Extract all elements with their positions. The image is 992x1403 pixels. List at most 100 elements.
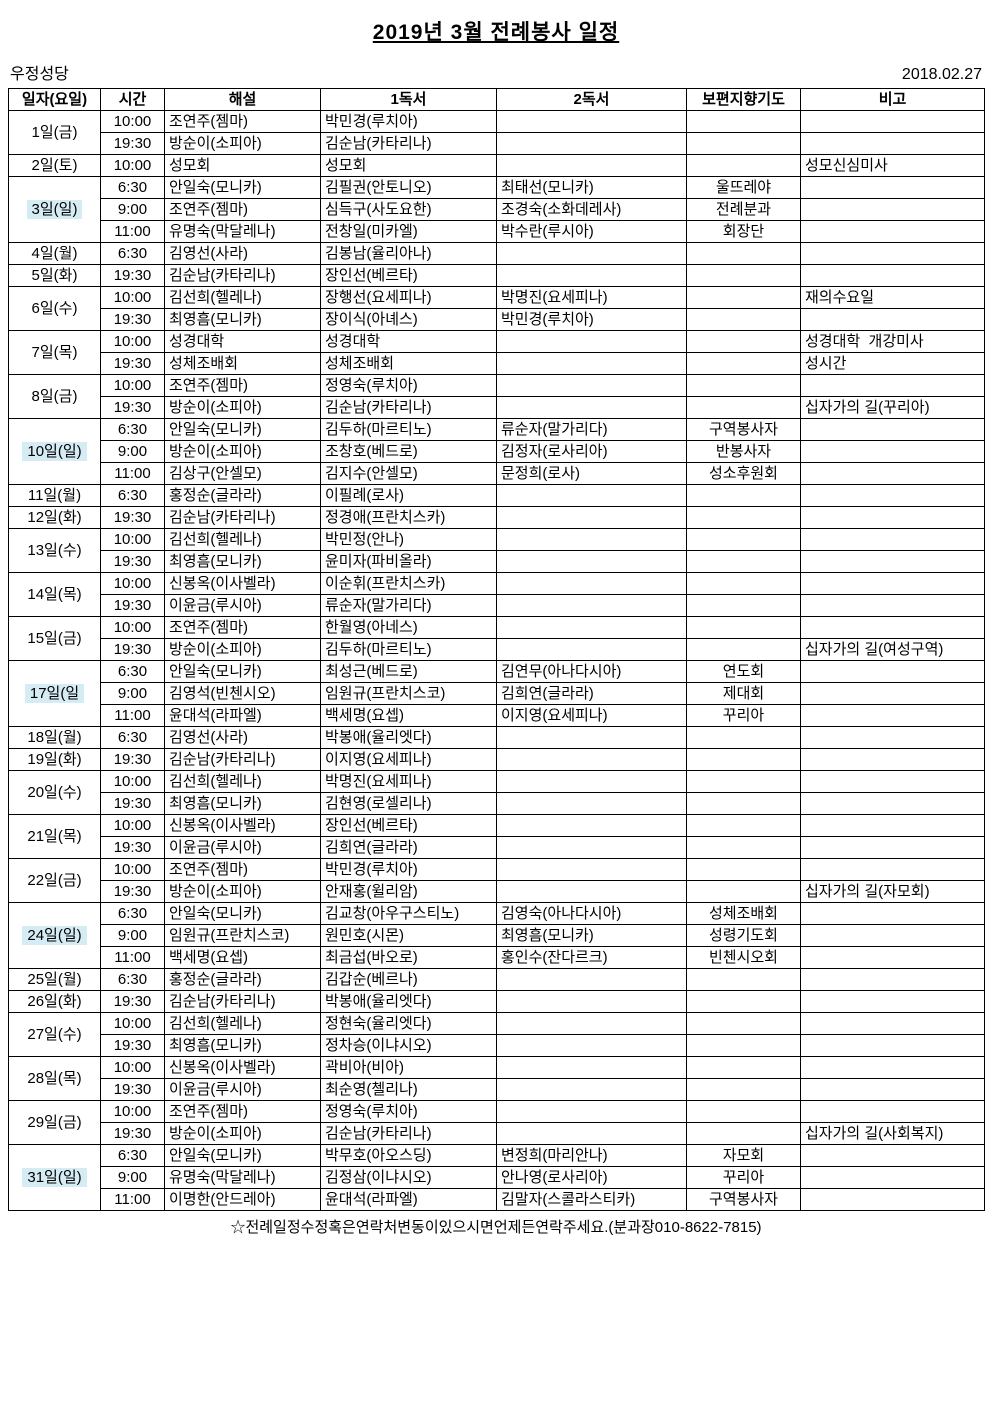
meta-row: 우정성당 2018.02.27 xyxy=(10,60,982,84)
time-cell: 10:00 xyxy=(100,1056,165,1079)
reading2-cell xyxy=(496,770,687,793)
reading2-cell: 최태선(모니카) xyxy=(496,176,687,199)
prayer-cell xyxy=(686,814,801,837)
table-row: 6일(수) 10:00 김선희(헬레나) 장행선(요세피나) 박명진(요세피나) 재의수요… xyxy=(8,286,985,331)
note-cell xyxy=(800,242,985,265)
table-row: 9:00 방순이(소피아) 조창호(베드로) 김정자(로사리아) 반봉사자 xyxy=(9,440,985,463)
reading2-cell: 김연무(아나다시아) xyxy=(496,660,687,683)
note-cell xyxy=(800,1188,985,1211)
table-row: 31일(일) 6:30 안일숙(모니카) 박무호(아오스딩) 변정희(마리안나) 자모회 xyxy=(8,1144,985,1211)
schedule-table: 일자(요일) 시간 해설 1독서 2독서 보편지향기도 비고 1일(금) 10:00 조연주(젬… xyxy=(8,88,985,1211)
reading1-cell: 김희연(글라라) xyxy=(320,836,497,859)
date-cell: 7일(목) xyxy=(8,330,101,375)
table-row: 17일(일 6:30 안일숙(모니카) 최성근(베드로) 김연무(아나다시아) 연도회 xyxy=(8,660,985,727)
reading2-cell xyxy=(496,1012,687,1035)
date-label: 13일(수) xyxy=(27,541,82,559)
reading2-cell xyxy=(496,594,687,617)
table-body: 1일(금) 10:00 조연주(젬마) 박민경(루치아) 19:30 방순이(소피아) 김순… xyxy=(8,110,985,1211)
commentator-cell: 안일숙(모니카) xyxy=(164,902,321,925)
reading2-cell xyxy=(496,264,687,287)
reading2-cell xyxy=(496,374,687,397)
prayer-cell: 구역봉사자 xyxy=(686,418,801,441)
date-cell: 5일(화) xyxy=(8,264,101,287)
prayer-cell xyxy=(686,264,801,287)
table-row: 11일(월) 6:30 홍정순(글라라) 이필례(로사) xyxy=(8,484,985,507)
reading2-cell xyxy=(496,242,687,265)
reading1-cell: 장인선(베르타) xyxy=(320,264,497,287)
note-cell xyxy=(800,110,985,133)
time-cell: 9:00 xyxy=(100,1166,165,1189)
time-cell: 6:30 xyxy=(100,176,165,199)
commentator-cell: 김영석(빈첸시오) xyxy=(164,682,321,705)
reading1-cell: 박무호(아오스딩) xyxy=(320,1144,497,1167)
time-cell: 9:00 xyxy=(100,440,165,463)
date-cell: 31일(일) xyxy=(8,1144,101,1211)
time-cell: 6:30 xyxy=(100,242,165,265)
prayer-cell xyxy=(686,1034,801,1057)
commentator-cell: 김순남(카타리나) xyxy=(164,264,321,287)
commentator-cell: 김선희(헬레나) xyxy=(164,1012,321,1035)
date-cell: 28일(목) xyxy=(8,1056,101,1101)
reading2-cell xyxy=(496,616,687,639)
date-cell: 4일(월) xyxy=(8,242,101,265)
reading2-cell: 최영흠(모니카) xyxy=(496,924,687,947)
table-row: 19:30 최영흠(모니카) 김현영(로셀리나) xyxy=(9,792,985,815)
table-row: 19:30 방순이(소피아) 안재홍(윌리암) 십자가의 길(자모회) xyxy=(9,880,985,903)
time-cell: 19:30 xyxy=(100,748,165,771)
prayer-cell xyxy=(686,1012,801,1035)
time-cell: 19:30 xyxy=(100,836,165,859)
reading1-cell: 조창호(베드로) xyxy=(320,440,497,463)
note-cell xyxy=(800,198,985,221)
reading2-cell xyxy=(496,352,687,375)
time-cell: 6:30 xyxy=(100,726,165,749)
date-cell: 14일(목) xyxy=(8,572,101,617)
prayer-cell xyxy=(686,748,801,771)
commentator-cell: 이윤금(루시아) xyxy=(164,836,321,859)
time-cell: 10:00 xyxy=(100,286,165,309)
reading2-cell xyxy=(496,836,687,859)
date-cell: 8일(금) xyxy=(8,374,101,419)
time-cell: 6:30 xyxy=(100,418,165,441)
date-label: 14일(목) xyxy=(27,585,82,603)
date-label-highlighted: 3일(일) xyxy=(26,199,83,219)
reading1-cell: 김정삼(이냐시오) xyxy=(320,1166,497,1189)
prayer-cell xyxy=(686,550,801,573)
table-row: 19:30 최영흠(모니카) 정차승(이냐시오) xyxy=(9,1034,985,1057)
prayer-cell xyxy=(686,638,801,661)
reading1-cell: 김두하(마르티노) xyxy=(320,638,497,661)
reading1-cell: 성경대학 xyxy=(320,330,497,353)
time-cell: 11:00 xyxy=(100,704,165,727)
reading1-cell: 김교창(아우구스티노) xyxy=(320,902,497,925)
commentator-cell: 김순남(카타리나) xyxy=(164,506,321,529)
note-cell xyxy=(800,484,985,507)
prayer-cell xyxy=(686,836,801,859)
note-cell: 성시간 xyxy=(800,352,985,375)
prayer-cell xyxy=(686,374,801,397)
page-title: 2019년 3월 전례봉사 일정 xyxy=(372,21,620,44)
commentator-cell: 김선희(헬레나) xyxy=(164,770,321,793)
prayer-cell: 전례분과 xyxy=(686,198,801,221)
prayer-cell: 반봉사자 xyxy=(686,440,801,463)
table-row: 20일(수) 10:00 김선희(헬레나) 박명진(요세피나) xyxy=(8,770,985,815)
table-row: 19일(화) 19:30 김순남(카타리나) 이지영(요세피나) xyxy=(8,748,985,771)
reading1-cell: 최금섭(바오로) xyxy=(320,946,497,969)
prayer-cell: 성령기도회 xyxy=(686,924,801,947)
time-cell: 9:00 xyxy=(100,198,165,221)
header-row: 일자(요일) 시간 해설 1독서 2독서 보편지향기도 비고 xyxy=(8,88,985,111)
commentator-cell: 이윤금(루시아) xyxy=(164,1078,321,1101)
commentator-cell: 홍정순(글라라) xyxy=(164,484,321,507)
time-cell: 10:00 xyxy=(100,1100,165,1123)
note-cell xyxy=(800,132,985,155)
date-label: 2일(토) xyxy=(31,156,78,174)
commentator-cell: 홍정순(글라라) xyxy=(164,968,321,991)
reading2-cell: 박수란(루시아) xyxy=(496,220,687,243)
contact-notice: ☆전례일정수정혹은연락처변동이있으시면언제든연락주세요.(분과장010-8622… xyxy=(230,1219,762,1236)
table-row: 7일(목) 10:00 성경대학 성경대학 성경대학 개강미사 xyxy=(8,330,985,375)
date-cell: 2일(토) xyxy=(8,154,101,177)
table-row: 19:30 이윤금(루시아) 류순자(말가리다) xyxy=(9,594,985,617)
commentator-cell: 방순이(소피아) xyxy=(164,1122,321,1145)
time-cell: 10:00 xyxy=(100,330,165,353)
commentator-cell: 성경대학 xyxy=(164,330,321,353)
time-cell: 6:30 xyxy=(100,1144,165,1167)
reading1-cell: 김지수(안셀모) xyxy=(320,462,497,485)
